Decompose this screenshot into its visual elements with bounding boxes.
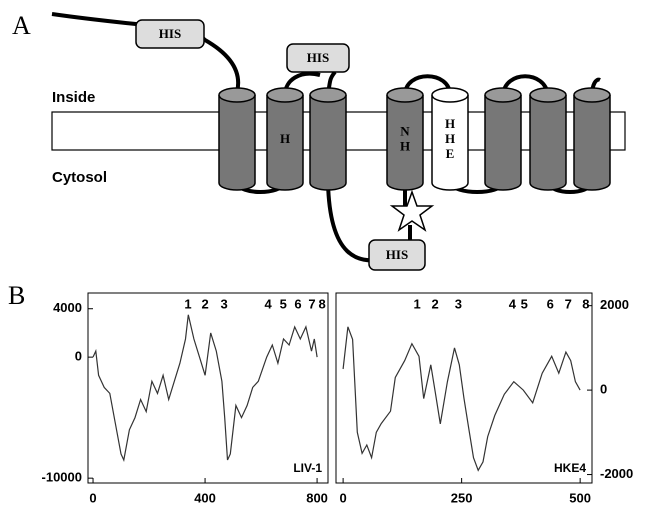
his-label: HIS <box>386 247 408 262</box>
peak-label: 5 <box>280 296 287 311</box>
peak-label: 2 <box>431 296 438 311</box>
hydropathy-line <box>93 315 317 460</box>
helix-label: H <box>400 138 410 153</box>
x-tick-label: 0 <box>89 490 96 505</box>
peak-label: 7 <box>308 296 315 311</box>
helix-label: H <box>445 131 455 146</box>
peak-label: 7 <box>565 296 572 311</box>
figure: A B Inside Cytosol HNHHHE HIS HIS HIS 40… <box>0 0 658 509</box>
panel-label: A <box>12 11 31 40</box>
helix <box>530 95 566 190</box>
helix-top <box>387 88 423 102</box>
helix <box>219 95 255 190</box>
plot-frame <box>336 293 592 483</box>
peak-label: 6 <box>294 296 301 311</box>
y-tick-label: 2000 <box>600 297 629 312</box>
peak-label: 2 <box>201 296 208 311</box>
helix-top <box>432 88 468 102</box>
y-tick-label: 0 <box>600 382 607 397</box>
peak-label: 4 <box>509 296 517 311</box>
helix-label: H <box>280 131 290 146</box>
helix-top <box>310 88 346 102</box>
peak-label: 3 <box>220 296 227 311</box>
x-tick-label: 800 <box>306 490 328 505</box>
helix <box>574 95 610 190</box>
peak-label: 5 <box>521 296 528 311</box>
y-tick-label: -2000 <box>600 466 633 481</box>
helix-top <box>574 88 610 102</box>
his-label: HIS <box>159 26 181 41</box>
peak-label: 1 <box>184 296 191 311</box>
x-tick-label: 400 <box>194 490 216 505</box>
peak-label: 8 <box>319 296 326 311</box>
star <box>392 192 432 230</box>
plot-label: LIV-1 <box>293 461 322 475</box>
region-label: Cytosol <box>52 169 107 186</box>
helix-top <box>267 88 303 102</box>
helix <box>310 95 346 190</box>
y-tick-label: -10000 <box>42 470 82 485</box>
peak-label: 1 <box>413 296 420 311</box>
peak-label: 4 <box>264 296 272 311</box>
x-tick-label: 0 <box>339 490 346 505</box>
helix-label: N <box>400 123 410 138</box>
his-label: HIS <box>307 50 329 65</box>
peak-label: 8 <box>582 296 589 311</box>
helix-top <box>530 88 566 102</box>
panel-label: B <box>8 281 25 310</box>
peak-label: 3 <box>455 296 462 311</box>
x-tick-label: 500 <box>569 490 591 505</box>
helix-label: H <box>445 116 455 131</box>
region-label: Inside <box>52 89 95 106</box>
y-tick-label: 0 <box>75 349 82 364</box>
peak-label: 6 <box>547 296 554 311</box>
helix <box>485 95 521 190</box>
plot-label: HKE4 <box>554 461 586 475</box>
hydropathy-line <box>343 327 580 471</box>
helix-label: E <box>446 146 455 161</box>
helix-top <box>219 88 255 102</box>
x-tick-label: 250 <box>451 490 473 505</box>
helix-top <box>485 88 521 102</box>
plot-frame <box>88 293 328 483</box>
y-tick-label: 4000 <box>53 300 82 315</box>
